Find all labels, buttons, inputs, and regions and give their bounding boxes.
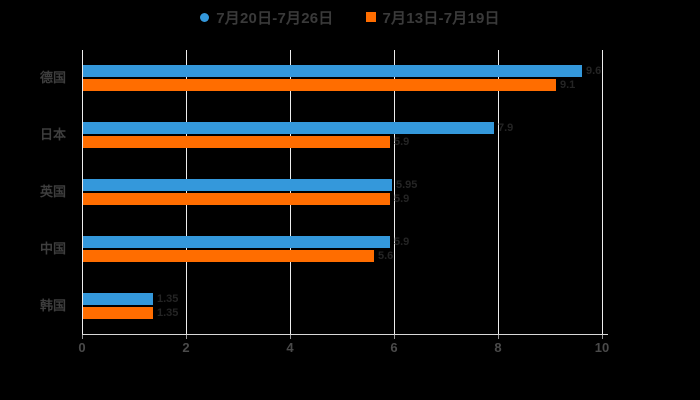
bar-中国-series1[interactable] <box>83 249 374 262</box>
bar-英国-series1[interactable] <box>83 193 390 205</box>
value-label-德国-series0: 9.6 <box>586 65 602 78</box>
x-axis-tickmark-10 <box>602 334 603 339</box>
legend-label-week1: 7月13日-7月19日 <box>382 9 500 27</box>
category-label-0: 德国 <box>39 70 66 86</box>
value-label-韩国-series0: 1.35 <box>157 292 179 305</box>
x-axis-tick-label-0: 0 <box>78 340 86 355</box>
x-axis-tick-label-8: 8 <box>494 340 502 355</box>
bar-韩国-series1[interactable] <box>83 306 153 319</box>
value-label-日本-series0: 7.9 <box>498 122 514 135</box>
category-label-3: 中国 <box>39 240 66 256</box>
x-axis-line <box>82 334 608 335</box>
gridline-x-2 <box>186 50 187 334</box>
gridline-x-6 <box>394 50 395 334</box>
bar-德国-series0[interactable] <box>83 65 582 78</box>
x-axis-tick-label-6: 6 <box>390 340 398 355</box>
bar-日本-series1[interactable] <box>83 136 390 149</box>
bar-中国-series0[interactable] <box>83 235 390 248</box>
x-axis-tick-label-2: 2 <box>182 340 190 355</box>
legend: 7月20日-7月26日 7月13日-7月19日 <box>0 6 700 28</box>
x-axis-tickmark-4 <box>290 334 291 339</box>
value-label-英国-series1: 5.9 <box>394 193 410 205</box>
x-axis-tickmark-8 <box>498 334 499 339</box>
gridline-x-10 <box>602 50 603 334</box>
x-axis-tickmark-2 <box>186 334 187 339</box>
legend-circle-marker-icon <box>200 12 210 22</box>
x-axis-tick-label-4: 4 <box>286 340 294 355</box>
value-label-日本-series1: 5.9 <box>394 136 410 149</box>
bar-韩国-series0[interactable] <box>83 292 153 305</box>
bar-日本-series0[interactable] <box>83 122 494 135</box>
x-axis-tickmark-0 <box>82 334 83 339</box>
category-label-1: 日本 <box>39 127 66 143</box>
gridline-x-0 <box>82 50 83 334</box>
value-label-中国-series0: 5.9 <box>394 235 410 248</box>
legend-label-week2: 7月20日-7月26日 <box>216 9 334 27</box>
legend-square-marker-icon <box>365 12 376 22</box>
legend-item-week2[interactable]: 7月20日-7月26日 <box>200 7 333 28</box>
legend-item-week1[interactable]: 7月13日-7月19日 <box>365 7 500 28</box>
value-label-德国-series1: 9.1 <box>560 79 576 92</box>
value-label-韩国-series1: 1.35 <box>157 306 179 319</box>
category-label-4: 韩国 <box>39 297 66 313</box>
x-axis-tickmark-6 <box>394 334 395 339</box>
category-label-2: 英国 <box>39 184 66 199</box>
bar-德国-series1[interactable] <box>83 79 556 92</box>
gridline-x-8 <box>498 50 499 334</box>
x-axis-tick-label-10: 10 <box>594 340 610 355</box>
value-label-英国-series0: 5.95 <box>396 179 418 191</box>
bar-英国-series0[interactable] <box>83 179 392 191</box>
value-label-中国-series1: 5.6 <box>378 249 394 262</box>
gridline-x-4 <box>290 50 291 334</box>
